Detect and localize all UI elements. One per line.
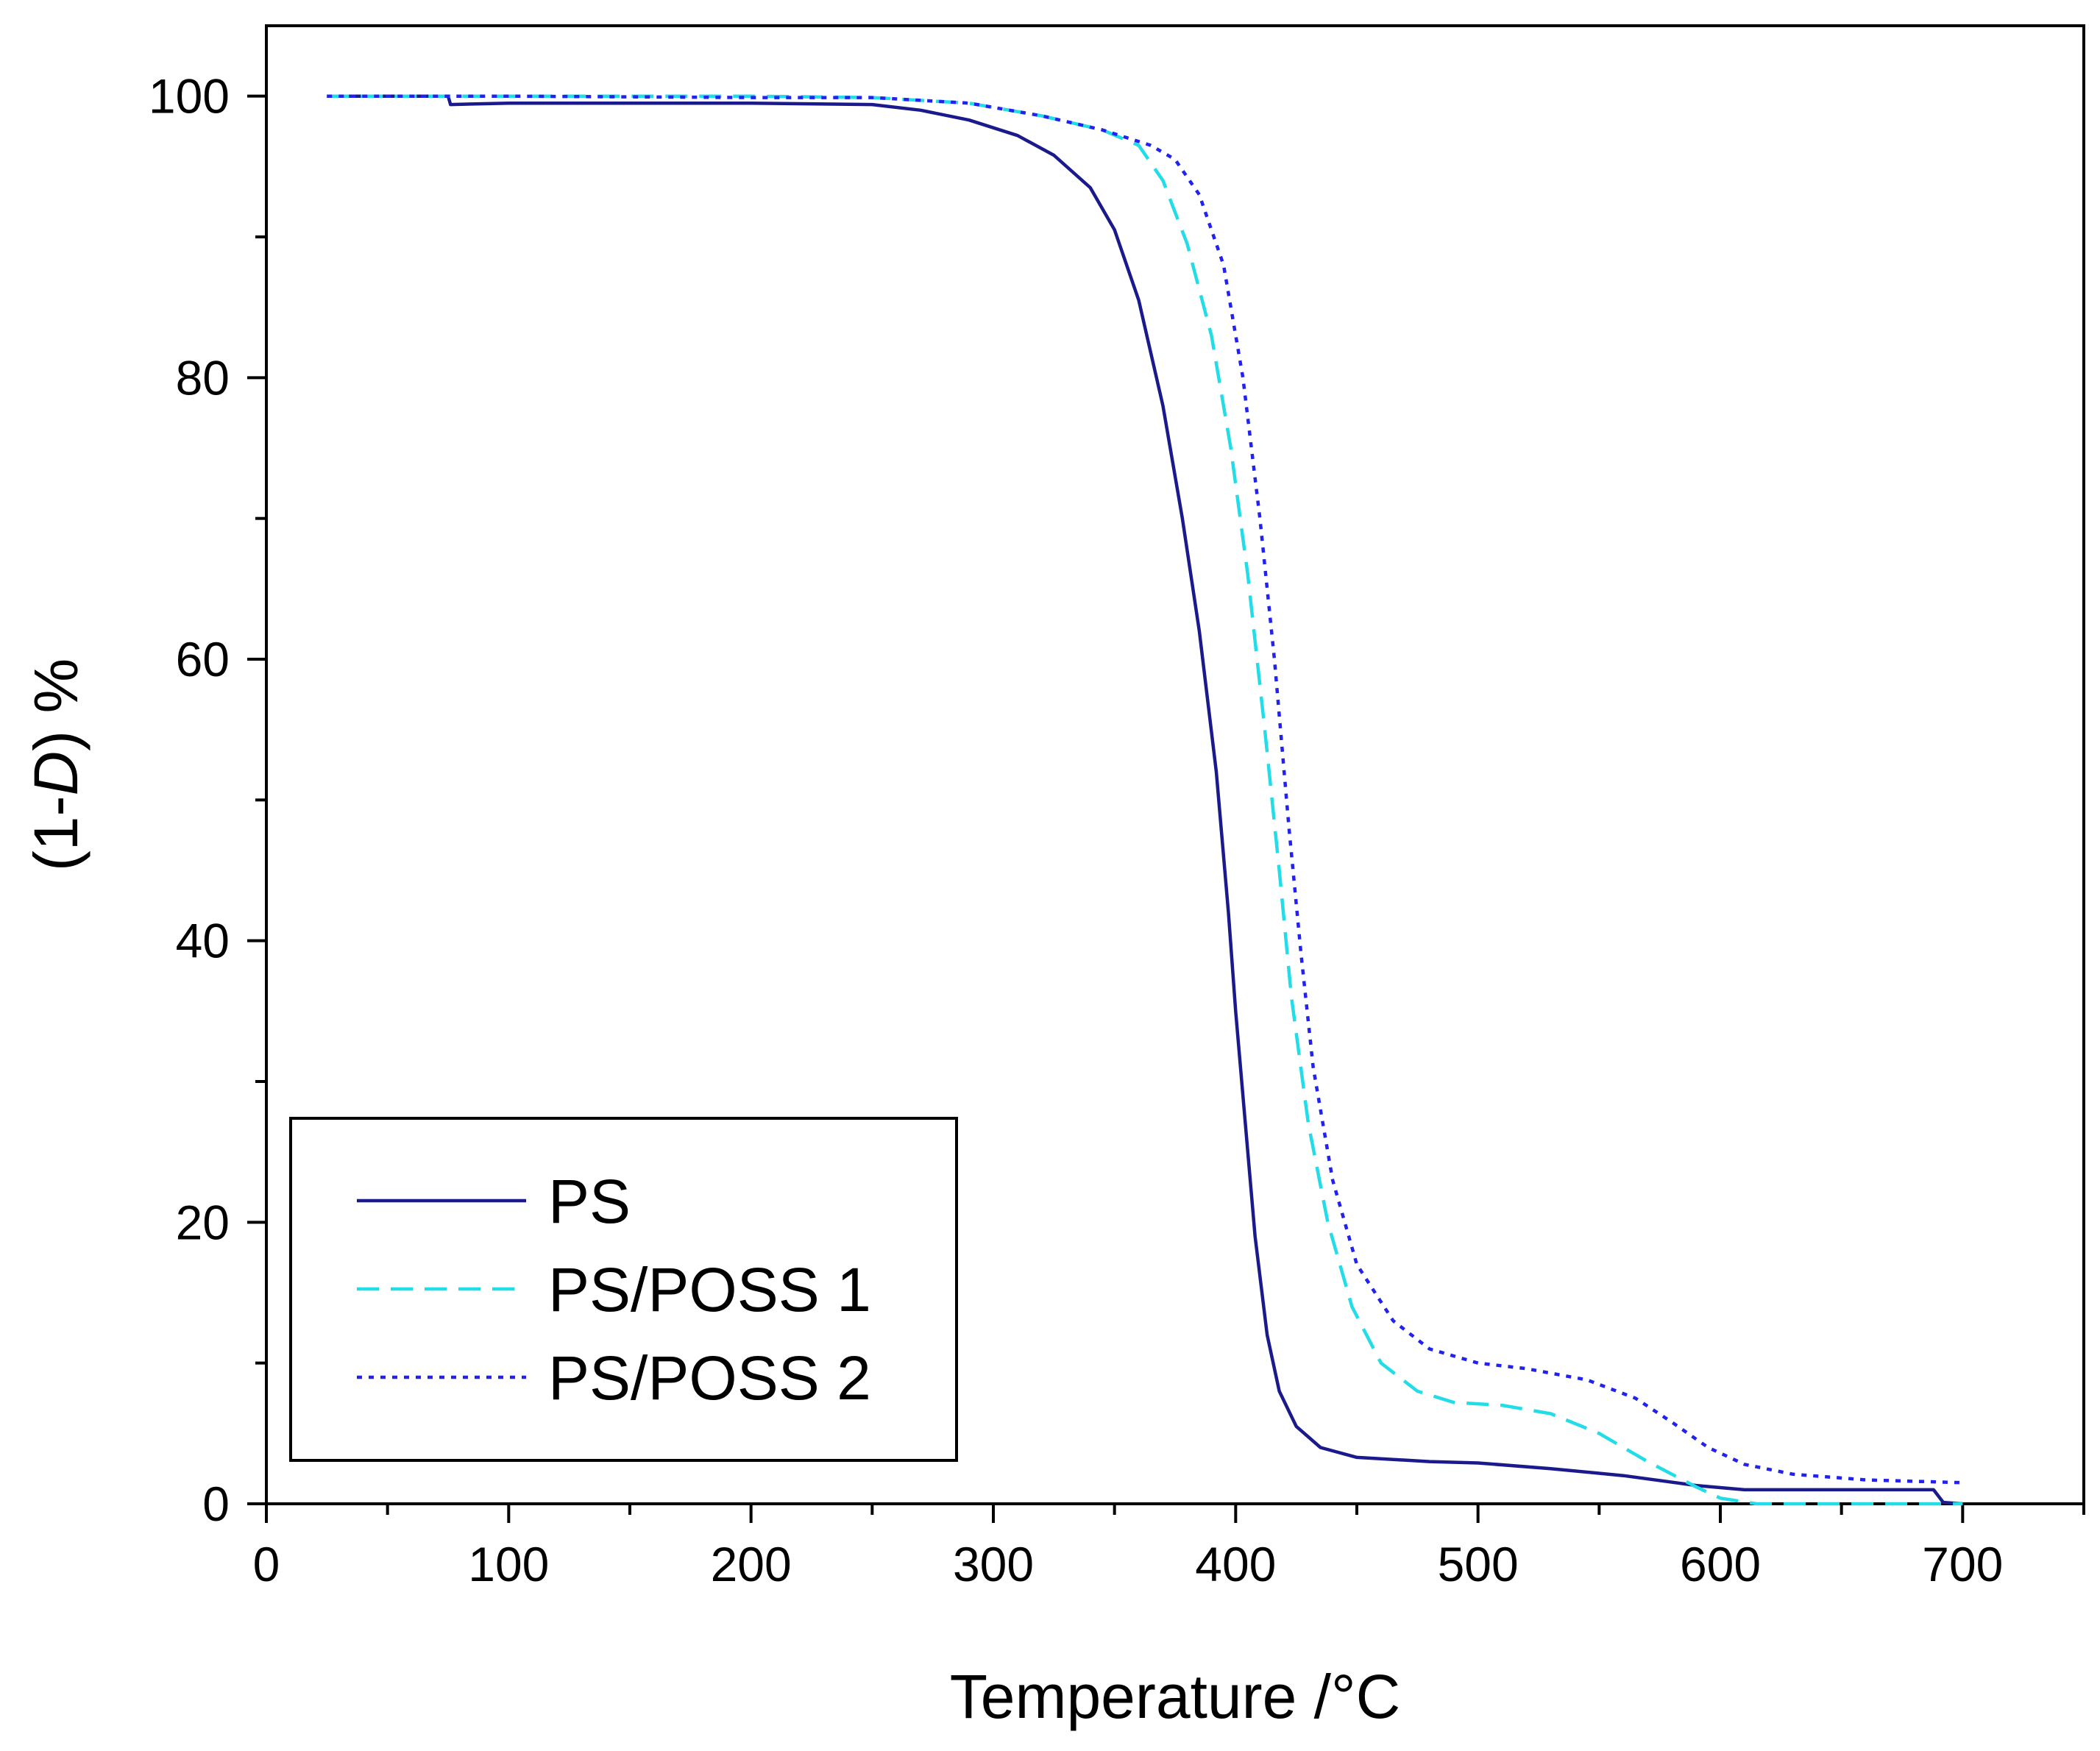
legend-label-ps: PS	[548, 1167, 631, 1236]
y-axis-title-prefix: (1-	[21, 796, 91, 872]
series-line-ps-poss-1	[327, 94, 1963, 1506]
y-tick-label: 80	[176, 350, 230, 405]
legend: PS PS/POSS 1 PS/POSS 2	[289, 1117, 958, 1462]
x-tick-label: 400	[1195, 1537, 1276, 1591]
y-tick-label: 0	[202, 1477, 230, 1531]
x-tick-label: 500	[1438, 1537, 1519, 1591]
x-tick-label: 300	[953, 1537, 1034, 1591]
x-tick-label: 200	[711, 1537, 792, 1591]
y-tick-label: 20	[176, 1195, 230, 1249]
plot-frame	[265, 24, 2085, 1505]
x-axis-title: Temperature /°C	[950, 1662, 1401, 1731]
legend-label-ps-poss-2: PS/POSS 2	[548, 1343, 871, 1413]
y-tick-label: 60	[176, 632, 230, 686]
y-axis-title: (1-D) %	[21, 658, 91, 871]
series-lines	[327, 94, 1963, 1506]
y-axis: 0 20 40 60 80 100	[149, 69, 266, 1531]
y-tick-label: 100	[149, 69, 230, 124]
series-line-ps	[327, 94, 1963, 1506]
legend-label-ps-poss-1: PS/POSS 1	[548, 1255, 871, 1324]
x-tick-label: 700	[1922, 1537, 2003, 1591]
x-tick-label: 100	[468, 1537, 549, 1591]
x-axis: 0 100 200 300 400 500 600 700	[253, 1504, 2085, 1591]
x-tick-label: 600	[1680, 1537, 1761, 1591]
x-tick-label: 0	[253, 1537, 280, 1591]
y-axis-title-suffix: ) %	[21, 658, 91, 751]
y-tick-label: 40	[176, 914, 230, 968]
y-axis-title-italic: D	[21, 751, 91, 796]
